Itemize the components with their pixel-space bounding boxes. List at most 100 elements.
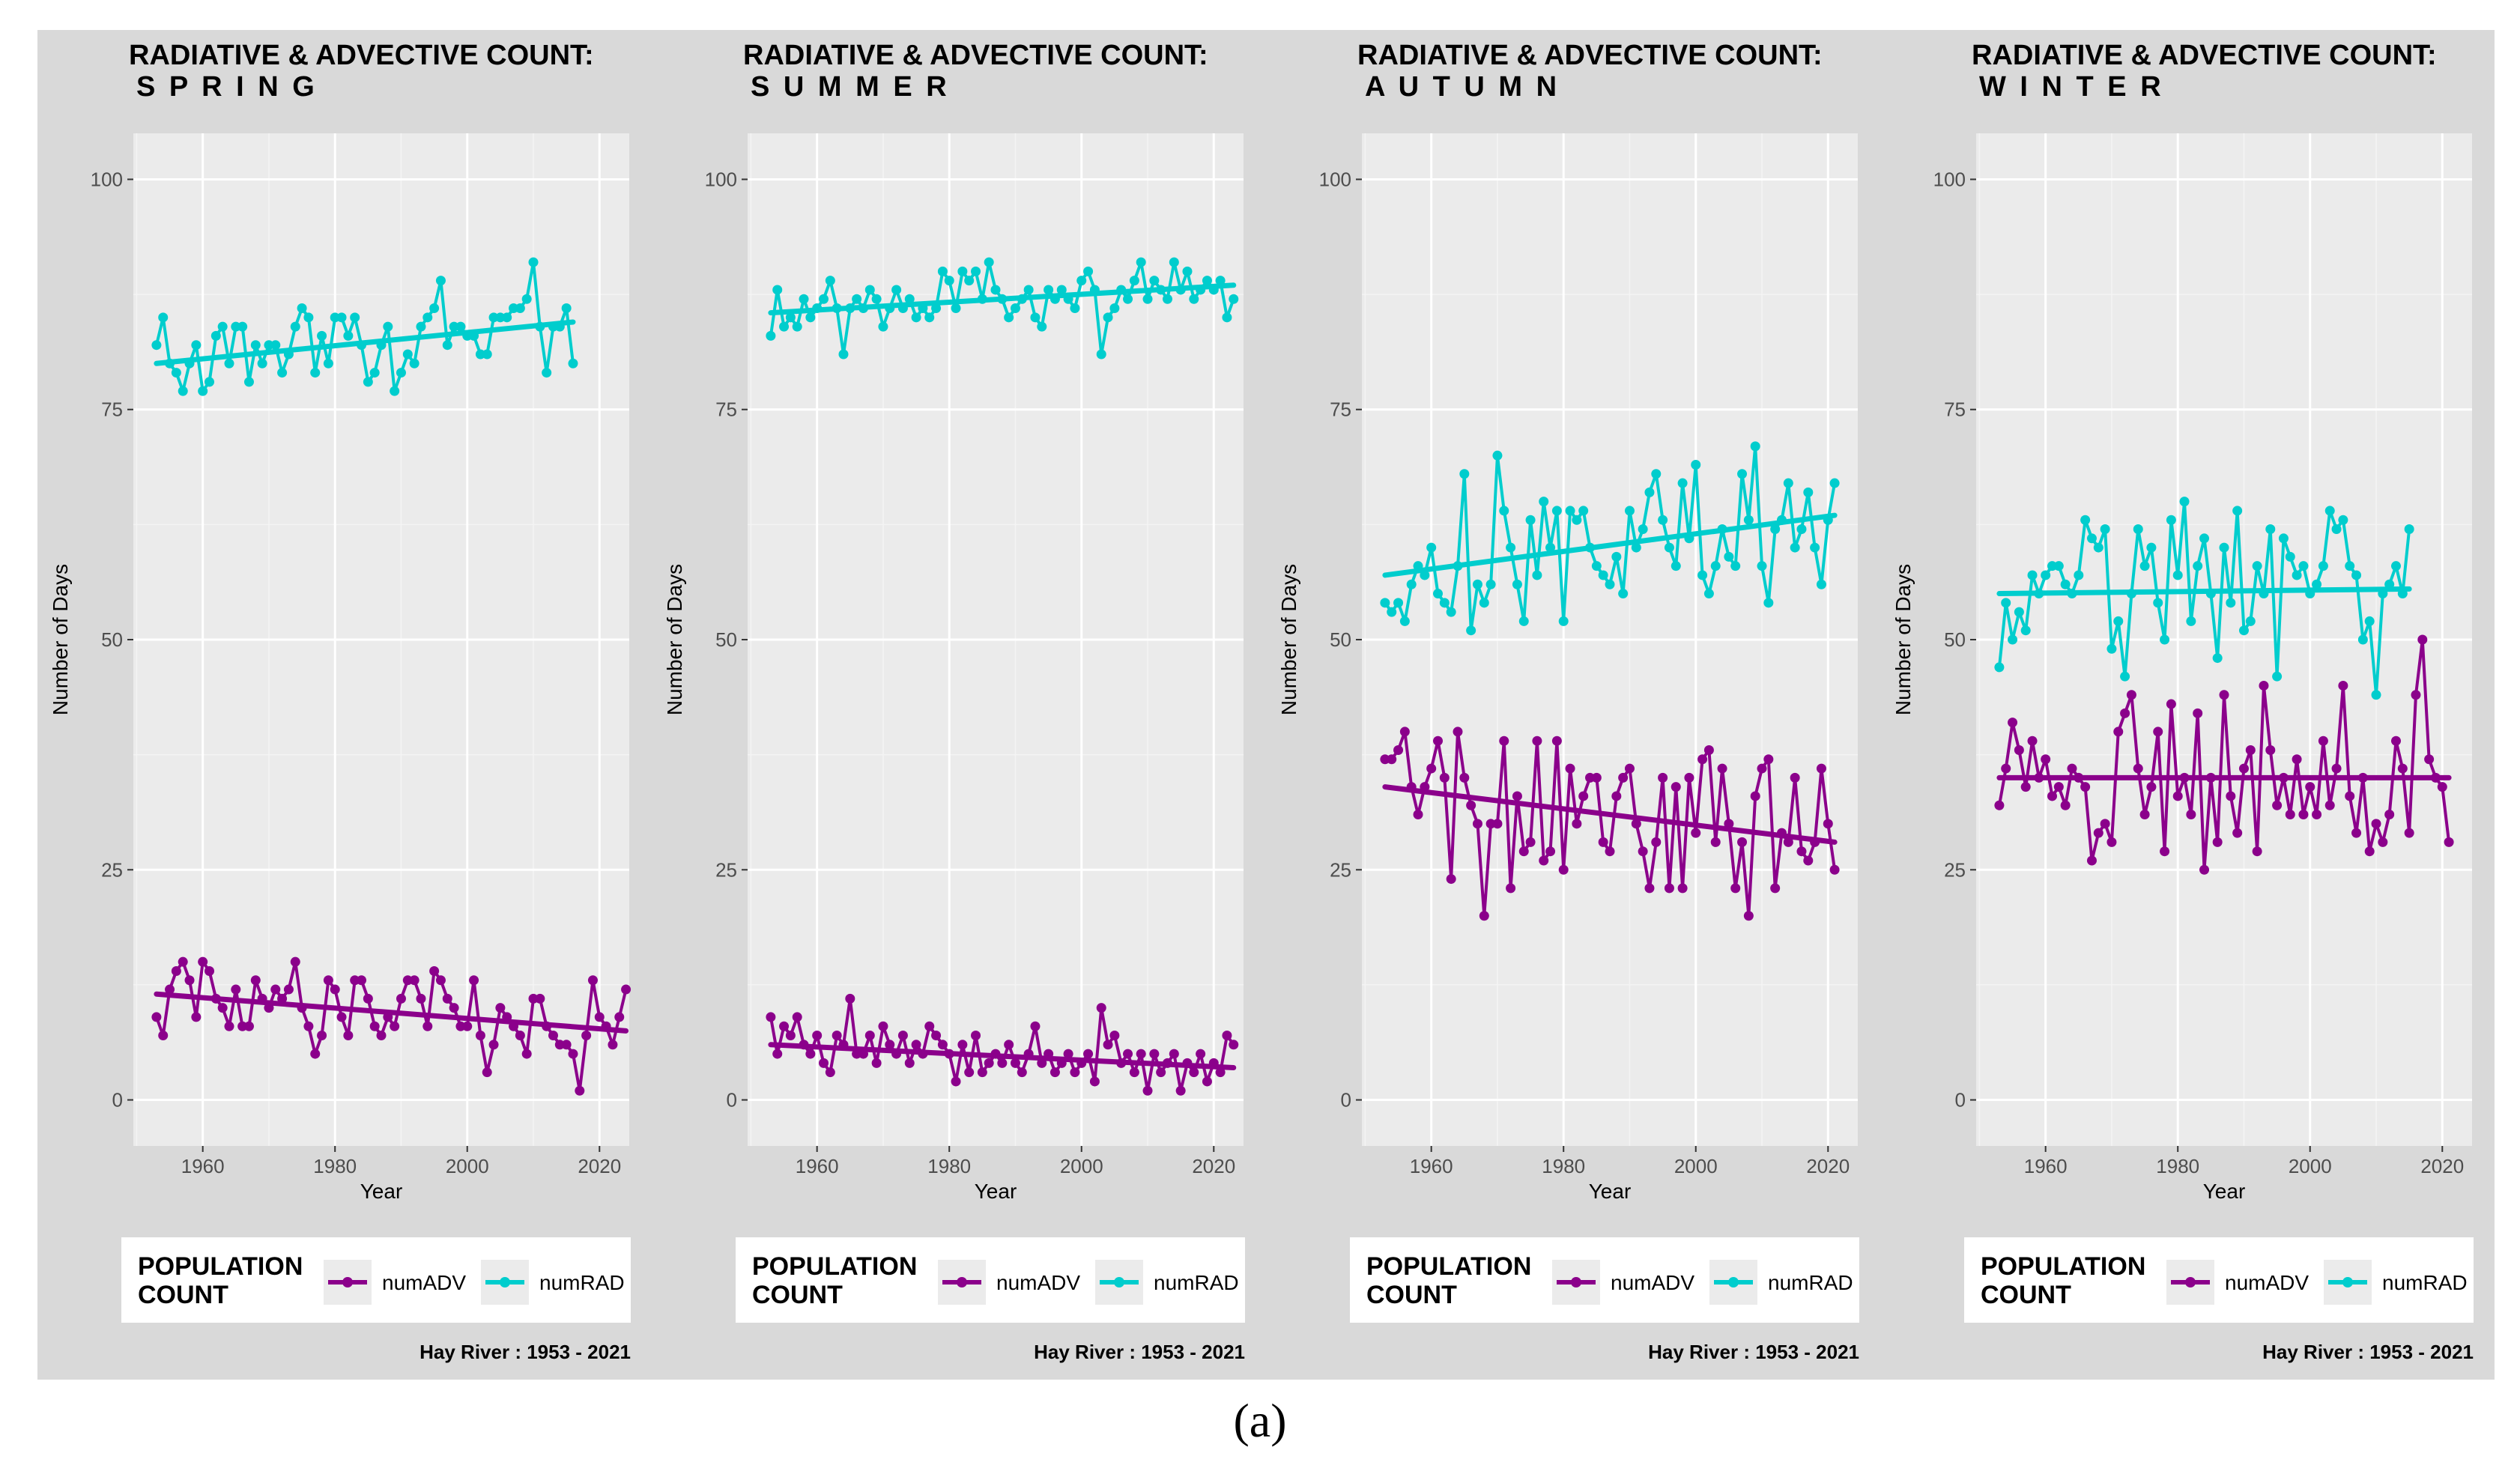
data-point-numADV	[2020, 782, 2031, 792]
data-point-numRAD	[1518, 616, 1529, 626]
data-point-numADV	[1413, 810, 1423, 820]
data-point-numRAD	[1770, 524, 1781, 535]
data-point-numADV	[1664, 883, 1674, 894]
data-point-numADV	[1004, 1040, 1014, 1050]
data-point-numADV	[2047, 791, 2058, 801]
data-point-numRAD	[2014, 607, 2024, 617]
data-point-numRAD	[224, 358, 234, 368]
data-point-numRAD	[2139, 561, 2150, 571]
data-point-numRAD	[2245, 616, 2256, 626]
panel-title-line2: S U M M E R	[751, 71, 950, 103]
data-point-numRAD	[2133, 524, 2143, 535]
data-point-numADV	[198, 956, 208, 967]
legend-box	[1964, 1237, 2474, 1323]
data-point-numRAD	[542, 368, 552, 378]
data-point-numADV	[1710, 837, 1721, 847]
data-point-numRAD	[2041, 570, 2051, 580]
panel-title-line1: RADIATIVE & ADVECTIVE COUNT:	[1972, 40, 2437, 71]
data-point-numRAD	[957, 266, 968, 276]
data-point-numADV	[871, 1058, 882, 1068]
data-point-numRAD	[396, 368, 406, 378]
data-point-numRAD	[2292, 570, 2302, 580]
data-point-numADV	[2324, 800, 2335, 810]
data-point-numRAD	[1651, 469, 1662, 479]
data-point-numADV	[165, 984, 175, 995]
data-point-numADV	[1703, 744, 1714, 755]
data-point-numADV	[488, 1040, 499, 1050]
data-point-numADV	[1611, 791, 1622, 801]
y-tick-label: 25	[101, 858, 123, 881]
data-point-numRAD	[2020, 625, 2031, 636]
panel-title-line1: RADIATIVE & ADVECTIVE COUNT:	[1357, 40, 1823, 71]
data-point-numRAD	[2285, 551, 2295, 562]
data-point-numRAD	[2338, 515, 2348, 525]
data-point-numRAD	[2364, 616, 2375, 626]
data-point-numRAD	[1169, 257, 1179, 267]
data-point-numADV	[2120, 708, 2130, 718]
data-point-numRAD	[1023, 285, 1034, 295]
legend-key-point-numRAD	[1728, 1277, 1739, 1287]
data-point-numRAD	[1492, 450, 1503, 461]
panel-caption: Hay River : 1953 - 2021	[420, 1341, 631, 1363]
data-point-numADV	[1691, 828, 1701, 838]
data-point-numRAD	[951, 303, 961, 314]
data-point-numADV	[885, 1040, 895, 1050]
data-point-numRAD	[1545, 542, 1556, 553]
data-point-numADV	[250, 975, 261, 986]
data-point-numADV	[2390, 735, 2401, 746]
data-point-numRAD	[1631, 542, 1641, 553]
data-point-numADV	[1770, 883, 1781, 894]
data-point-numRAD	[2265, 524, 2276, 535]
x-tick-label: 1960	[796, 1155, 839, 1177]
data-point-numRAD	[2113, 616, 2124, 626]
data-point-numADV	[435, 975, 446, 986]
data-point-numADV	[1229, 1040, 1239, 1050]
data-point-numRAD	[971, 266, 981, 276]
data-point-numADV	[805, 1049, 816, 1059]
legend-label-numADV: numADV	[1611, 1271, 1694, 1294]
data-point-numRAD	[455, 321, 466, 332]
data-point-numRAD	[1037, 321, 1047, 332]
data-point-numRAD	[171, 368, 181, 378]
data-point-numADV	[2331, 763, 2342, 774]
data-point-numADV	[1129, 1067, 1139, 1078]
data-point-numADV	[2172, 791, 2183, 801]
data-point-numADV	[2272, 800, 2283, 810]
data-point-numADV	[1651, 837, 1662, 847]
data-point-numRAD	[2093, 542, 2103, 553]
data-point-numADV	[1089, 1076, 1100, 1087]
data-point-numADV	[2067, 763, 2077, 774]
data-point-numADV	[1479, 911, 1489, 921]
data-point-numADV	[2397, 763, 2408, 774]
data-point-numADV	[2411, 690, 2421, 700]
data-point-numADV	[357, 975, 367, 986]
data-point-numADV	[2238, 763, 2249, 774]
x-tick-label: 2020	[1806, 1155, 1850, 1177]
chart-panel-1: 1960 1980 2000 2020 0 25 50 75 100 RADIATIVE & AD…	[37, 30, 652, 1380]
x-tick-label: 2000	[2289, 1155, 2332, 1177]
data-point-numRAD	[2226, 598, 2236, 608]
data-point-numRAD	[2060, 579, 2071, 589]
data-point-numRAD	[1618, 589, 1629, 599]
data-point-numRAD	[1750, 441, 1760, 452]
data-point-numRAD	[937, 266, 948, 276]
data-point-numRAD	[402, 349, 413, 360]
data-point-numRAD	[1790, 542, 1800, 553]
data-point-numRAD	[2232, 506, 2243, 516]
data-point-numADV	[1123, 1049, 1133, 1059]
data-point-numRAD	[1136, 257, 1146, 267]
data-point-numADV	[587, 975, 598, 986]
data-point-numRAD	[2193, 561, 2203, 571]
legend-title-line1: POPULATION	[138, 1252, 303, 1281]
data-point-numRAD	[2001, 598, 2011, 608]
y-tick-label: 75	[1944, 398, 1966, 421]
data-point-numADV	[2437, 782, 2447, 792]
data-point-numADV	[2060, 800, 2071, 810]
data-point-numADV	[231, 984, 241, 995]
data-point-numADV	[1757, 763, 1767, 774]
data-point-numRAD	[1056, 285, 1067, 295]
data-point-numADV	[1472, 819, 1482, 829]
data-point-numRAD	[350, 312, 360, 323]
trend-line-numRAD	[1382, 512, 1838, 578]
data-point-numADV	[1399, 727, 1410, 737]
